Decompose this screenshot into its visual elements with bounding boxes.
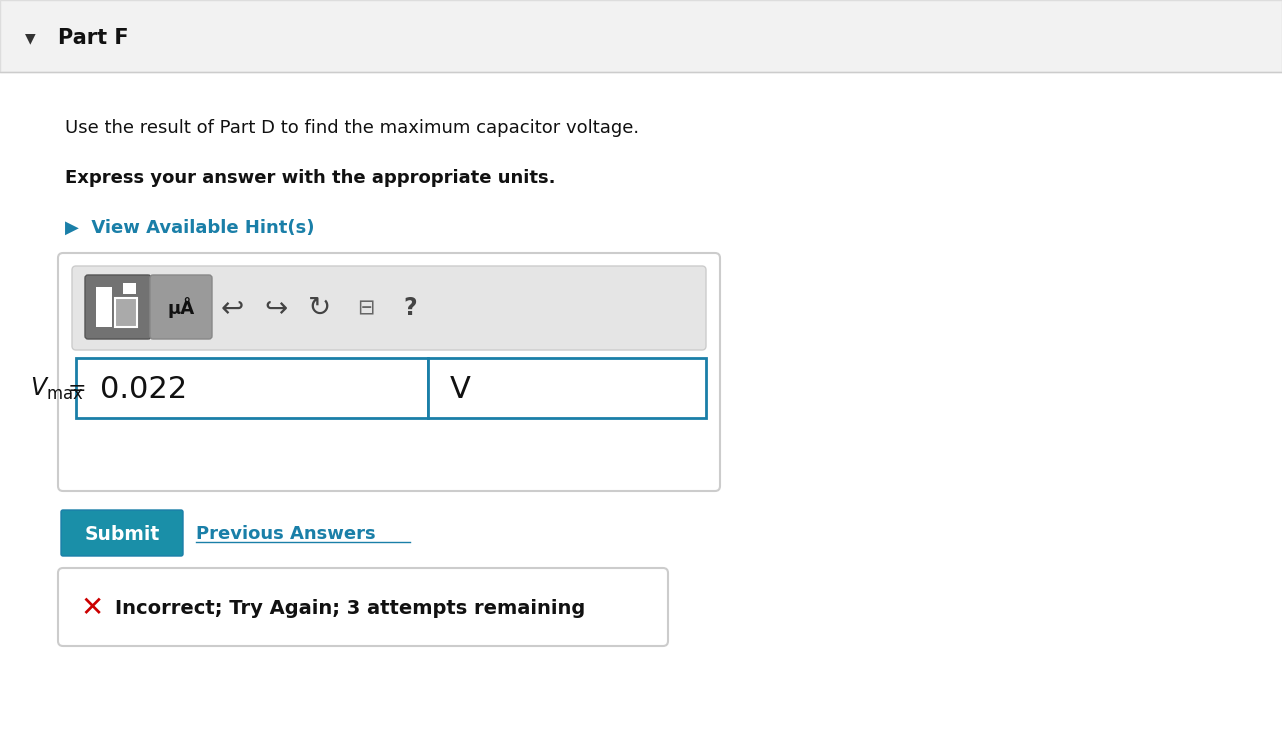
Text: ↩: ↩ bbox=[221, 294, 244, 322]
FancyBboxPatch shape bbox=[85, 275, 151, 339]
Text: ✕: ✕ bbox=[81, 594, 104, 622]
Text: Express your answer with the appropriate units.: Express your answer with the appropriate… bbox=[65, 169, 555, 187]
Text: ?: ? bbox=[403, 296, 417, 320]
FancyBboxPatch shape bbox=[62, 510, 183, 556]
FancyBboxPatch shape bbox=[0, 0, 1282, 72]
Text: Part F: Part F bbox=[58, 28, 128, 48]
Bar bbox=[115, 298, 137, 327]
Text: Use the result of Part D to find the maximum capacitor voltage.: Use the result of Part D to find the max… bbox=[65, 119, 640, 137]
FancyBboxPatch shape bbox=[76, 358, 428, 418]
Text: Incorrect; Try Again; 3 attempts remaining: Incorrect; Try Again; 3 attempts remaini… bbox=[115, 598, 586, 618]
Bar bbox=[96, 287, 112, 327]
Text: ▶  View Available Hint(s): ▶ View Available Hint(s) bbox=[65, 219, 314, 237]
Text: V: V bbox=[450, 374, 470, 404]
Text: ↪: ↪ bbox=[264, 294, 287, 322]
FancyBboxPatch shape bbox=[58, 253, 720, 491]
Text: ⊟: ⊟ bbox=[358, 298, 374, 318]
Text: Previous Answers: Previous Answers bbox=[196, 525, 376, 543]
Text: 0.022: 0.022 bbox=[100, 374, 187, 404]
FancyBboxPatch shape bbox=[150, 275, 212, 339]
FancyBboxPatch shape bbox=[58, 568, 668, 646]
Text: μÅ: μÅ bbox=[168, 298, 195, 319]
Text: $V_{\mathrm{max}}$: $V_{\mathrm{max}}$ bbox=[29, 376, 83, 402]
Text: Submit: Submit bbox=[85, 524, 160, 544]
Text: ▼: ▼ bbox=[24, 31, 36, 45]
Bar bbox=[123, 283, 136, 294]
FancyBboxPatch shape bbox=[428, 358, 706, 418]
Text: ↻: ↻ bbox=[309, 294, 332, 322]
FancyBboxPatch shape bbox=[72, 266, 706, 350]
Text: =: = bbox=[68, 379, 87, 399]
